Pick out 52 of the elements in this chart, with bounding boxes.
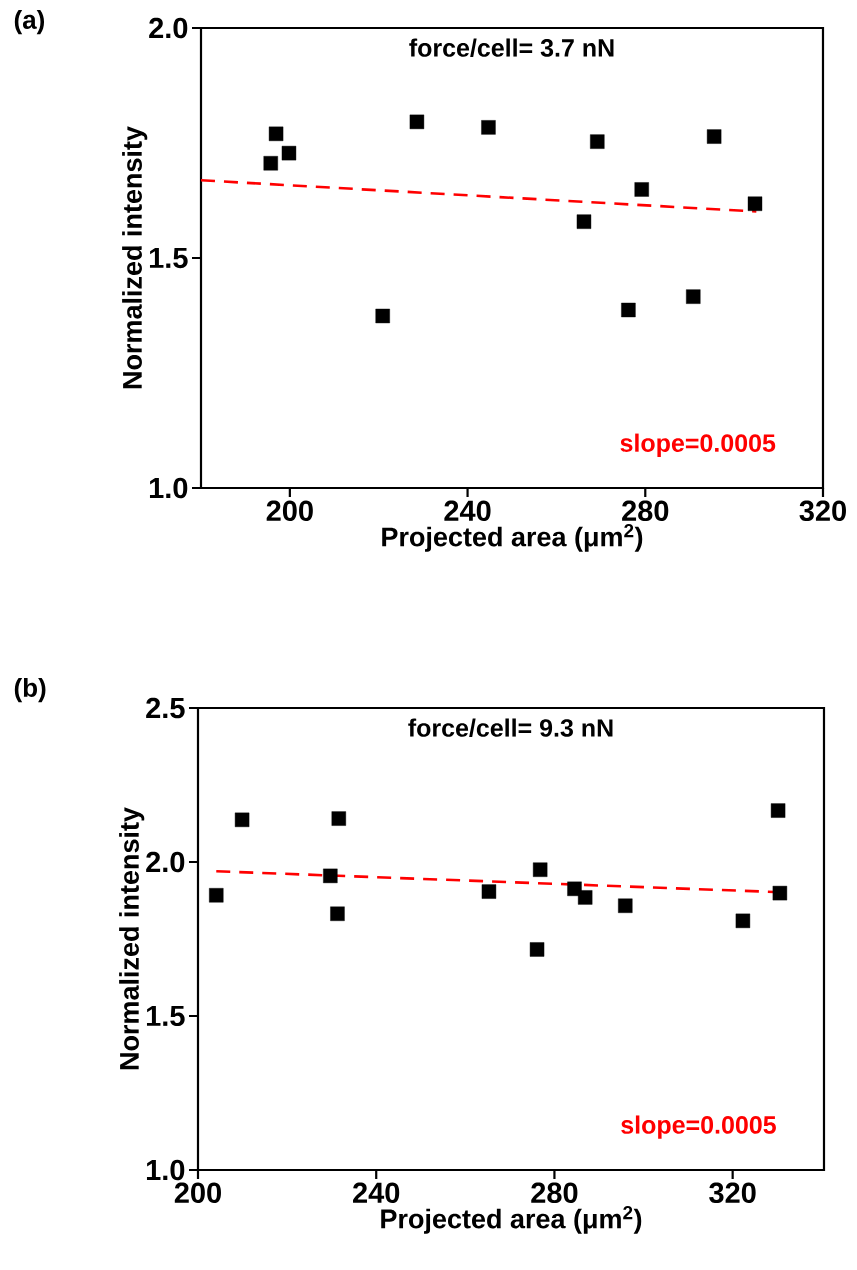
y-axis-title: Normalized intensity: [122, 126, 148, 389]
x-tick-label: 280: [622, 500, 669, 522]
point: [772, 885, 788, 901]
annotation: force/cell= 3.7 nN: [409, 38, 614, 58]
point: [481, 884, 497, 899]
point: [577, 890, 593, 905]
point: [532, 862, 548, 877]
point: [567, 881, 582, 896]
annotation: force/cell= 9.3 nN: [408, 718, 613, 738]
point: [706, 129, 722, 144]
x-axis-title: Projected area (μm$^{2}$): [381, 1205, 642, 1234]
point: [330, 906, 345, 921]
y-tick-label: 2.5: [146, 697, 185, 719]
y-tick-label: 1.5: [149, 247, 188, 269]
y-tick-label: 2.0: [146, 851, 185, 873]
point: [747, 196, 763, 211]
y-tick-label: 2.0: [149, 17, 188, 39]
x-axis-title: Projected area (μm$^{2}$): [382, 523, 643, 552]
point: [481, 120, 496, 135]
x-tick-label: 240: [444, 500, 491, 522]
point: [263, 156, 278, 171]
annotation: slope=0.0005: [621, 1115, 776, 1139]
x-tick-label: 200: [266, 500, 313, 522]
point: [234, 812, 250, 828]
point: [209, 888, 224, 903]
point: [409, 114, 425, 130]
point: [331, 811, 346, 826]
point: [268, 126, 284, 142]
y-tick-label: 1.0: [146, 1159, 185, 1181]
y-tick-label: 1.0: [149, 477, 188, 499]
point: [686, 289, 701, 304]
y-axis-title: Normalized intensity: [119, 807, 145, 1070]
point: [281, 145, 297, 161]
x-tick-label: 240: [353, 1182, 400, 1204]
point: [375, 308, 390, 324]
point: [529, 942, 545, 957]
x-tick-label: 320: [799, 500, 846, 522]
y-tick-label: 1.5: [146, 1005, 185, 1027]
point: [618, 898, 633, 913]
point: [323, 868, 338, 884]
x-tick-label: 320: [709, 1182, 756, 1204]
point: [576, 214, 592, 229]
x-tick-label: 200: [174, 1182, 221, 1204]
x-tick-label: 280: [531, 1182, 578, 1204]
point: [634, 182, 649, 197]
point: [621, 302, 636, 318]
annotation: slope=0.0005: [620, 433, 776, 457]
point: [590, 134, 605, 149]
chart-title: (a): [14, 9, 45, 35]
chart-title: (b): [14, 677, 46, 703]
point: [770, 803, 786, 818]
point: [735, 913, 751, 929]
